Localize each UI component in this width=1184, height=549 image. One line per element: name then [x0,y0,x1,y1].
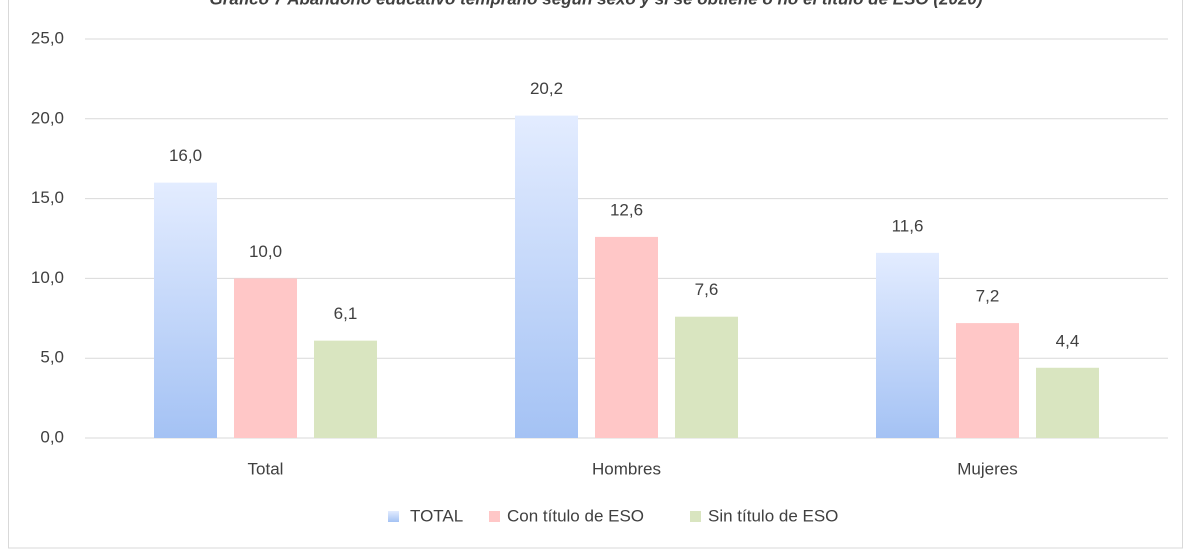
x-tick-label: Total [248,459,284,478]
value-label: 10,0 [249,242,282,261]
value-label: 16,0 [169,146,202,165]
bar [675,316,738,438]
y-tick-label: 0,0 [40,427,64,446]
bar [956,323,1019,438]
legend-label: Sin título de ESO [708,506,838,525]
x-tick-label: Hombres [592,459,661,478]
value-label: 11,6 [892,216,924,235]
bar [314,340,377,438]
bar [595,236,658,438]
value-label: 20,2 [530,79,563,98]
value-label: 12,6 [610,200,643,219]
legend-swatch [690,511,701,522]
legend-swatch [489,511,500,522]
bar [515,115,578,438]
bar [154,182,217,438]
bar [234,278,297,438]
value-label: 6,1 [334,304,358,323]
chart-frame [8,0,1183,549]
y-tick-label: 5,0 [40,348,64,367]
y-tick-label: 10,0 [31,268,64,287]
legend-label: Con título de ESO [507,506,644,525]
bar [1036,367,1099,438]
value-label: 7,6 [695,280,719,299]
y-tick-label: 25,0 [31,28,64,47]
value-label: 4,4 [1056,331,1080,350]
legend-label: TOTAL [410,506,463,525]
value-label: 7,2 [976,287,1000,306]
bar [876,252,939,438]
y-tick-label: 20,0 [31,108,64,127]
legend-swatch [388,511,399,522]
x-tick-label: Mujeres [957,459,1017,478]
chart-title: Gráfico 7 Abandono educativo temprano se… [209,0,982,8]
y-tick-label: 15,0 [31,188,64,207]
